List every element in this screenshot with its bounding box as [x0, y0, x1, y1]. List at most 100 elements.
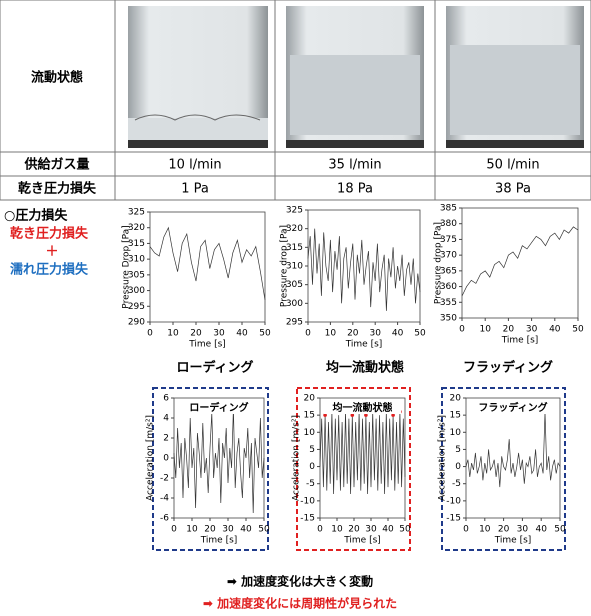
table-cell: 1 Pa	[181, 182, 209, 197]
x-tick-label: 20	[204, 525, 216, 535]
x-tick-label: 50	[258, 525, 270, 535]
x-tick-label: 0	[463, 525, 469, 535]
y-tick-label: 2	[163, 434, 169, 444]
table-cell: 35 l/min	[328, 158, 381, 173]
x-tick-label: 40	[382, 525, 394, 535]
flow-photos	[128, 6, 584, 148]
y-tick-label: 290	[128, 318, 145, 328]
x-tick-label: 10	[167, 329, 179, 339]
y-tick-label: 325	[128, 208, 145, 218]
y-tick-label: 295	[286, 318, 303, 328]
x-tick-label: 10	[186, 525, 198, 535]
x-tick-label: 10	[325, 329, 337, 339]
y-tick-label: 0	[455, 462, 461, 472]
plot-frame	[150, 212, 265, 322]
y-tick-label: 20	[304, 394, 316, 404]
x-tick-label: 20	[347, 329, 359, 339]
x-tick-label: 0	[317, 525, 323, 535]
y-tick-label: 10	[450, 428, 462, 438]
x-tick-label: 0	[459, 325, 465, 335]
row-label: ローディング	[176, 360, 253, 376]
x-axis-label: Time [s]	[501, 336, 539, 346]
table-cell: 供給ガス量	[23, 157, 89, 173]
x-tick-label: 20	[348, 525, 360, 535]
x-axis-label: Time [s]	[188, 340, 226, 350]
x-tick-label: 30	[222, 525, 234, 535]
x-tick-label: 20	[190, 329, 202, 339]
x-tick-label: 30	[526, 325, 538, 335]
y-tick-label: 10	[304, 428, 316, 438]
x-axis-label: Time [s]	[345, 340, 383, 350]
conclusion: ➡ 加速度変化には周期性が見られた	[203, 596, 397, 611]
table-cell: 50 l/min	[486, 158, 539, 173]
y-tick-label: 15	[450, 411, 461, 421]
y-axis-label: Pressure drop [Pa]	[434, 222, 444, 304]
x-axis-label: Time [s]	[200, 536, 238, 546]
conclusion: ➡ 加速度変化は大きく変動	[227, 574, 373, 589]
x-tick-label: 0	[305, 329, 311, 339]
slide: 流動状態 供給ガス量 10 l/min 35 l/min 50 l/min 乾き…	[0, 0, 591, 616]
chart-title: ローディング	[189, 401, 248, 414]
x-tick-label: 50	[414, 329, 426, 339]
y-tick-label: -10	[300, 496, 315, 506]
y-tick-label: 6	[163, 394, 169, 404]
x-tick-label: 30	[365, 525, 377, 535]
table-cell: 18 Pa	[337, 182, 373, 197]
side-label: ＋	[45, 245, 58, 260]
y-tick-label: -10	[446, 496, 461, 506]
table-cell: 38 Pa	[495, 182, 531, 197]
x-tick-label: 10	[479, 325, 491, 335]
plot-frame	[466, 398, 560, 518]
side-label: 乾き圧力損失	[10, 226, 89, 242]
y-tick-label: 0	[163, 454, 169, 464]
y-tick-label: 4	[163, 414, 169, 424]
x-tick-label: 40	[240, 525, 252, 535]
side-label: 濡れ圧力損失	[10, 262, 89, 278]
x-tick-label: 50	[572, 325, 584, 335]
y-tick-label: 325	[286, 206, 303, 216]
x-tick-label: 10	[331, 525, 343, 535]
y-tick-label: 385	[440, 204, 457, 214]
x-axis-label: Time [s]	[343, 536, 381, 546]
x-tick-label: 50	[399, 525, 411, 535]
x-tick-label: 0	[171, 525, 177, 535]
plot-frame	[308, 210, 420, 322]
y-axis-label: Acceleration [m/s²]	[292, 415, 302, 501]
row-label: フラッディング	[463, 360, 553, 376]
x-tick-label: 40	[392, 329, 404, 339]
plot-frame	[462, 208, 578, 318]
y-tick-label: -5	[306, 479, 315, 489]
x-axis-label: Time [s]	[494, 536, 532, 546]
x-tick-label: 50	[259, 329, 271, 339]
side-label: ○圧力損失	[4, 208, 68, 224]
y-tick-label: -6	[160, 514, 169, 524]
table-cell: 10 l/min	[168, 158, 221, 173]
table-header-label: 流動状態	[31, 70, 83, 86]
x-tick-label: 30	[517, 525, 529, 535]
x-tick-label: 40	[549, 325, 561, 335]
y-tick-label: -2	[160, 474, 169, 484]
row-label: 均一流動状態	[326, 360, 404, 376]
x-tick-label: 30	[369, 329, 381, 339]
y-tick-label: -4	[160, 494, 169, 504]
y-axis-label: Acceleration [m/s²]	[146, 415, 156, 501]
chart-title: フラッディング	[478, 401, 547, 414]
y-tick-label: 5	[455, 445, 461, 455]
y-tick-label: 5	[309, 445, 315, 455]
x-tick-label: 0	[147, 329, 153, 339]
x-tick-label: 40	[236, 329, 248, 339]
y-axis-label: Acceleration [m/s²]	[438, 415, 448, 501]
table-cell: 乾き圧力損失	[18, 181, 97, 197]
x-tick-label: 20	[503, 325, 515, 335]
y-axis-label: Pressure drop [Pa]	[280, 225, 290, 307]
y-axis-label: Pressure Drop [Pa]	[122, 225, 132, 308]
x-tick-label: 30	[213, 329, 225, 339]
y-tick-label: 20	[450, 394, 462, 404]
y-tick-label: 0	[309, 462, 315, 472]
y-tick-label: 350	[440, 314, 457, 324]
y-tick-label: -15	[446, 514, 461, 524]
y-tick-label: -15	[300, 514, 315, 524]
x-tick-label: 20	[498, 525, 510, 535]
x-tick-label: 50	[554, 525, 566, 535]
chart-title: 均一流動状態	[333, 401, 393, 414]
